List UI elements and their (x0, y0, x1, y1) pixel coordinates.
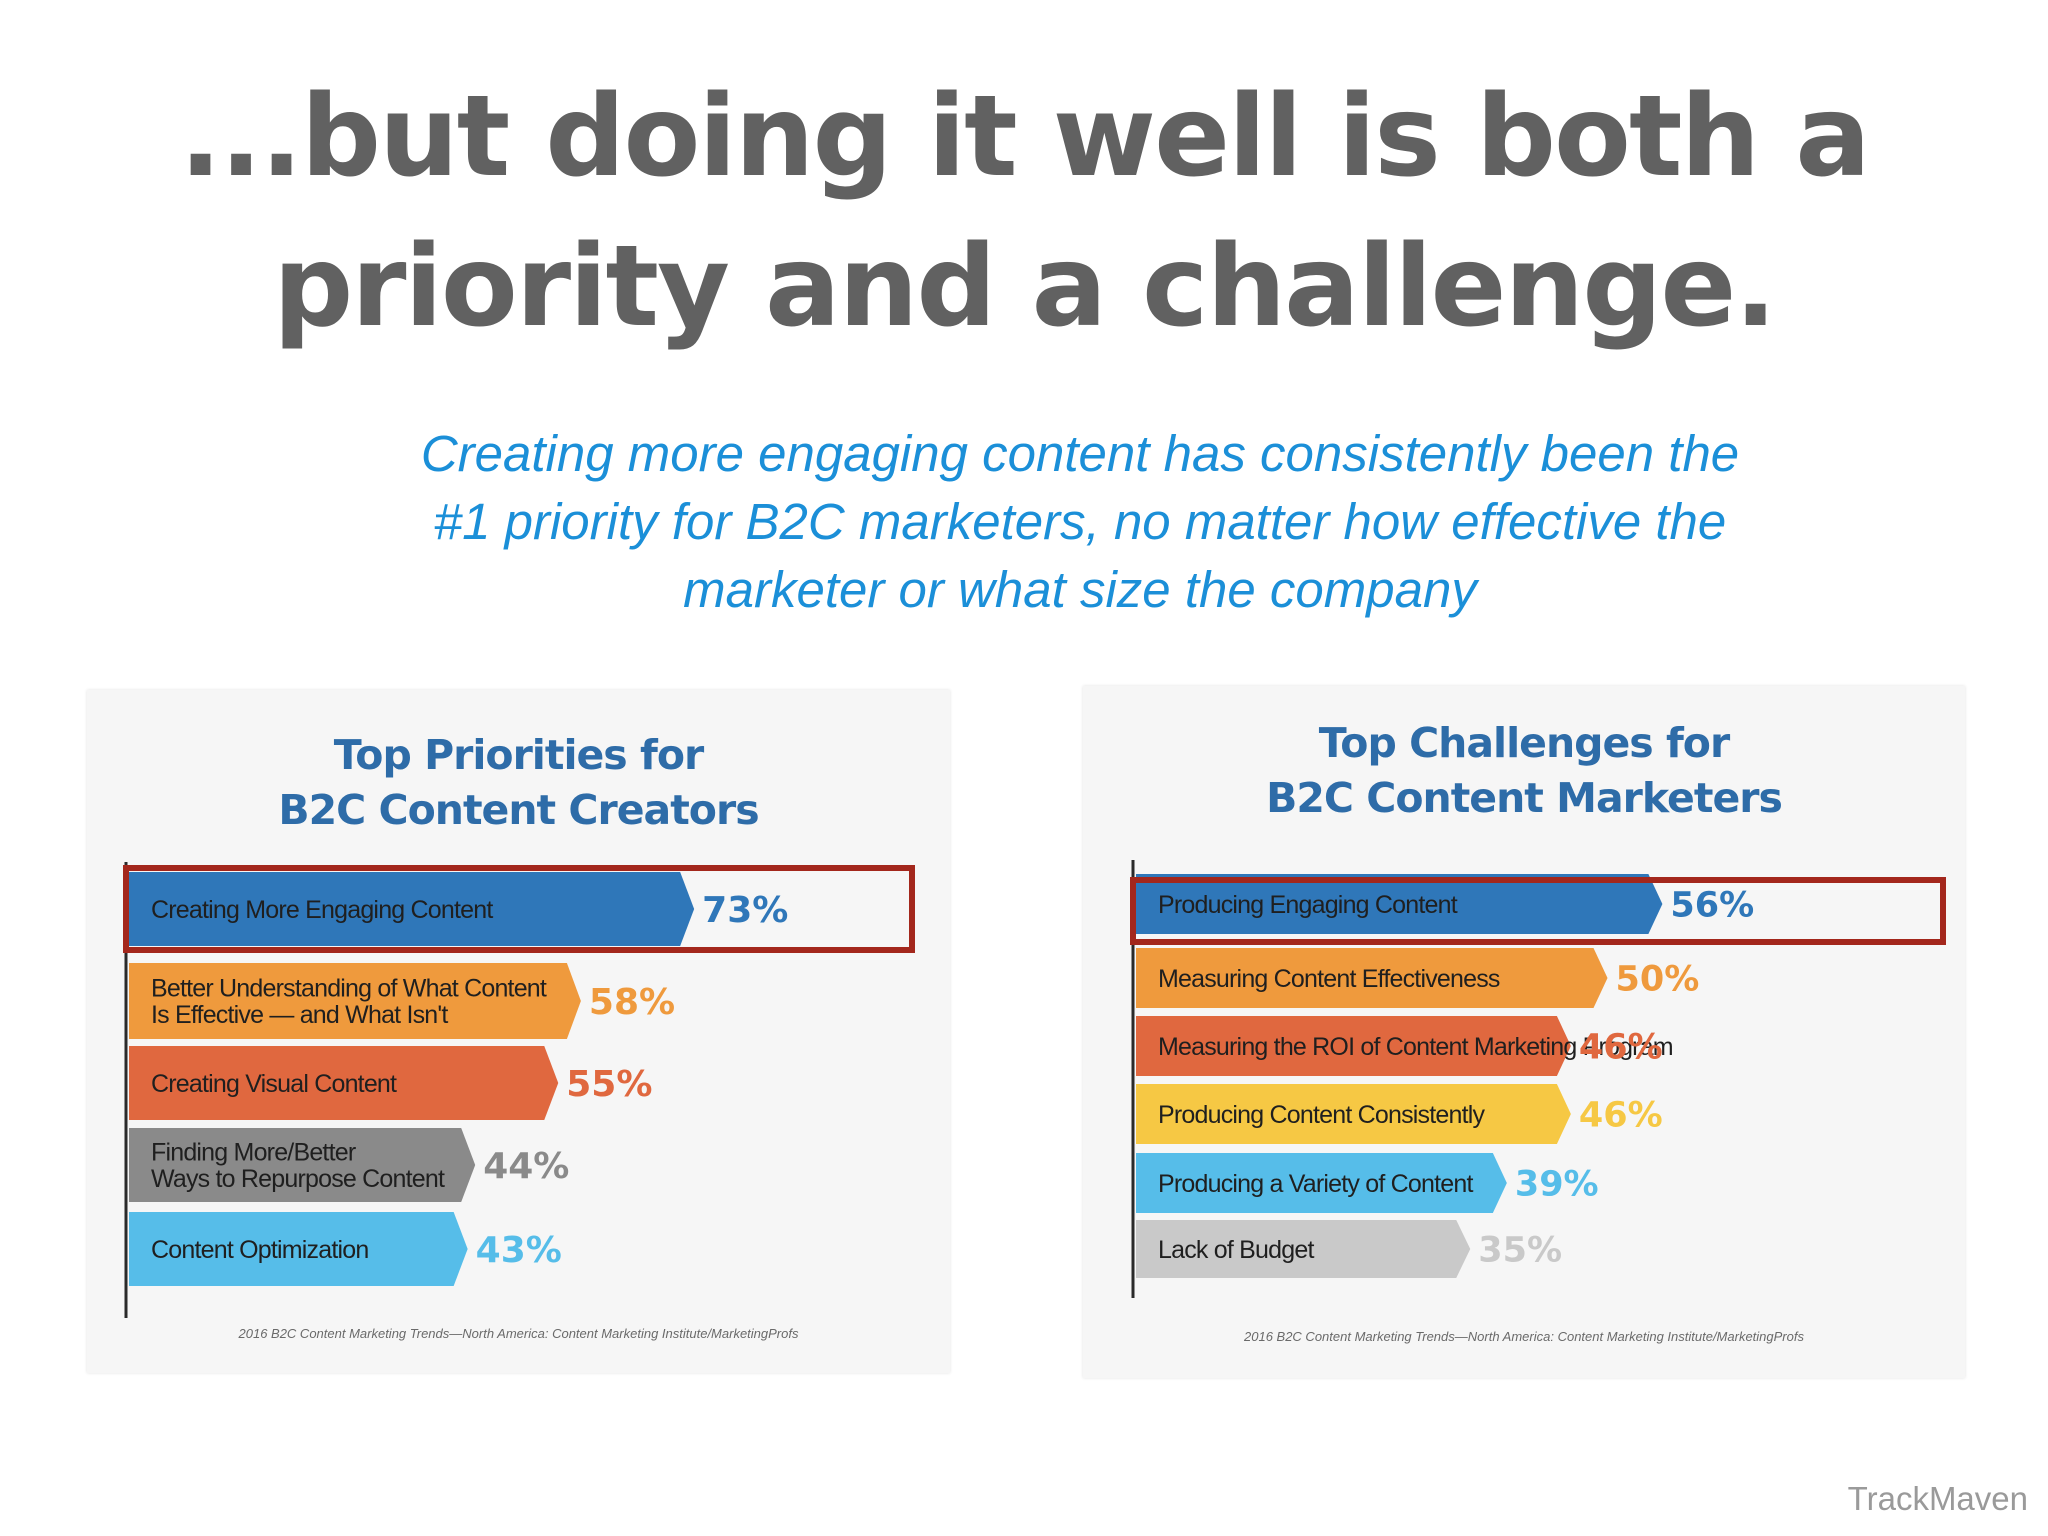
bar-value-label: 50% (1616, 960, 1700, 1000)
bar-category-label: Finding More/Better (151, 1139, 356, 1167)
bar-category-label: Is Effective — and What Isn't (151, 1001, 448, 1029)
bar-value-label: 44% (483, 1146, 569, 1187)
challenges-bar-chart: Producing Engaging Content 56% Measuring C… (1130, 860, 1946, 1344)
highlight-frame (1130, 877, 1946, 945)
chart-title: Top Priorities for B2C Content Creators (87, 728, 950, 838)
brand-wordmark: TrackMaven (1847, 1480, 2028, 1517)
bar (129, 1046, 559, 1120)
headline-line-2: priority and a challenge. (273, 222, 1777, 352)
priorities-bar-chart: Creating More Engaging Content 73% Better … (123, 862, 915, 1341)
bar (129, 1212, 468, 1286)
bar-category-label: Better Understanding of What Content (151, 975, 547, 1003)
subheadline-line-1: Creating more engaging content has consi… (420, 425, 1740, 482)
bar-value-label: 43% (476, 1230, 562, 1271)
bar-category-label: Producing a Variety of Content (1158, 1170, 1473, 1198)
bar-value-label: 56% (1670, 886, 1754, 926)
bar-category-label: Producing Engaging Content (1158, 891, 1458, 919)
bar-category-label: Creating Visual Content (151, 1070, 397, 1098)
bar-category-label: Measuring the ROI of Content Marketing P… (1158, 1033, 1673, 1061)
bar-category-label: Creating More Engaging Content (151, 896, 493, 924)
bar (1136, 1153, 1507, 1213)
highlight-frame (123, 865, 915, 953)
bar (1136, 1084, 1571, 1144)
bar-value-label: 46% (1579, 1096, 1663, 1136)
bar-value-label: 58% (589, 982, 675, 1023)
bar-value-label: 73% (702, 890, 788, 931)
chart-title-line-2: B2C Content Marketers (1266, 774, 1783, 822)
bar (1136, 1220, 1471, 1278)
chart-title-line-2: B2C Content Creators (278, 786, 759, 834)
subheadline: Creating more engaging content has consi… (330, 420, 1830, 624)
bar-category-label: Ways to Repurpose Content (151, 1165, 445, 1193)
chart-title-line-1: Top Priorities for (333, 731, 704, 779)
bar-value-label: 55% (566, 1064, 652, 1105)
bar-value-label: 35% (1478, 1231, 1562, 1271)
subheadline-line-2: #1 priority for B2C marketers, no matter… (433, 493, 1727, 550)
headline: ...but doing it well is both a priority … (0, 62, 2048, 362)
priorities-chart-panel: Top Priorities for B2C Content Creators … (87, 690, 950, 1373)
bar (129, 1128, 476, 1202)
bar-category-label: Producing Content Consistently (1158, 1101, 1485, 1129)
bar (129, 872, 695, 946)
bar-value-label: 46% (1579, 1028, 1663, 1068)
challenges-chart-panel: Top Challenges for B2C Content Marketers… (1083, 686, 1965, 1378)
chart-title: Top Challenges for B2C Content Marketers (1083, 716, 1965, 826)
bar-category-label: Measuring Content Effectiveness (1158, 965, 1500, 993)
chart-title-line-1: Top Challenges for (1318, 719, 1730, 767)
subheadline-line-3: marketer or what size the company (683, 561, 1477, 618)
source-note: 2016 B2C Content Marketing Trends—North … (1243, 1329, 1804, 1344)
bar-category-label: Content Optimization (151, 1236, 368, 1264)
source-note: 2016 B2C Content Marketing Trends—North … (238, 1326, 799, 1341)
bar (1136, 874, 1663, 934)
bar-value-label: 39% (1515, 1165, 1599, 1205)
headline-line-1: ...but doing it well is both a (179, 72, 1871, 202)
bar (129, 963, 581, 1039)
bar (1136, 948, 1608, 1008)
bar-category-label: Lack of Budget (1158, 1236, 1314, 1264)
bar (1136, 1016, 1571, 1076)
